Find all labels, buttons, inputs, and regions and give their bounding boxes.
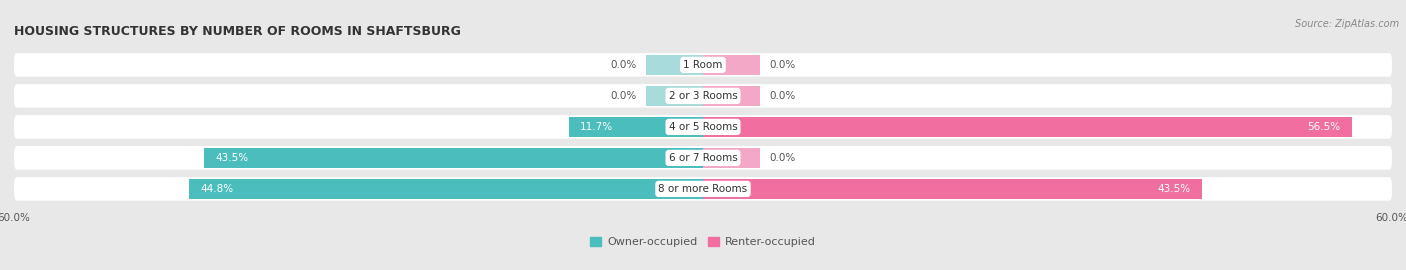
Text: 56.5%: 56.5% (1308, 122, 1340, 132)
Text: 11.7%: 11.7% (581, 122, 613, 132)
Bar (703, 55, 761, 75)
Text: 2 or 3 Rooms: 2 or 3 Rooms (669, 91, 737, 101)
Bar (703, 86, 761, 106)
Legend: Owner-occupied, Renter-occupied: Owner-occupied, Renter-occupied (586, 232, 820, 252)
Text: 0.0%: 0.0% (769, 60, 796, 70)
Bar (703, 148, 761, 167)
Bar (645, 86, 703, 106)
Text: 0.0%: 0.0% (610, 91, 637, 101)
Text: HOUSING STRUCTURES BY NUMBER OF ROOMS IN SHAFTSBURG: HOUSING STRUCTURES BY NUMBER OF ROOMS IN… (14, 25, 461, 38)
Bar (188, 179, 703, 198)
Bar (568, 117, 703, 137)
Text: 8 or more Rooms: 8 or more Rooms (658, 184, 748, 194)
Text: 1 Room: 1 Room (683, 60, 723, 70)
Text: 43.5%: 43.5% (1159, 184, 1191, 194)
FancyBboxPatch shape (14, 146, 1392, 170)
Bar (703, 117, 1351, 137)
FancyBboxPatch shape (14, 115, 1392, 139)
FancyBboxPatch shape (14, 84, 1392, 108)
Text: 43.5%: 43.5% (215, 153, 247, 163)
Text: 0.0%: 0.0% (610, 60, 637, 70)
FancyBboxPatch shape (14, 177, 1392, 201)
Bar (645, 55, 703, 75)
FancyBboxPatch shape (14, 53, 1392, 77)
Text: 44.8%: 44.8% (200, 184, 233, 194)
Text: 0.0%: 0.0% (769, 91, 796, 101)
Text: 4 or 5 Rooms: 4 or 5 Rooms (669, 122, 737, 132)
Bar (204, 148, 703, 167)
Text: 0.0%: 0.0% (769, 153, 796, 163)
Bar (703, 179, 1202, 198)
Text: Source: ZipAtlas.com: Source: ZipAtlas.com (1295, 19, 1399, 29)
Text: 6 or 7 Rooms: 6 or 7 Rooms (669, 153, 737, 163)
